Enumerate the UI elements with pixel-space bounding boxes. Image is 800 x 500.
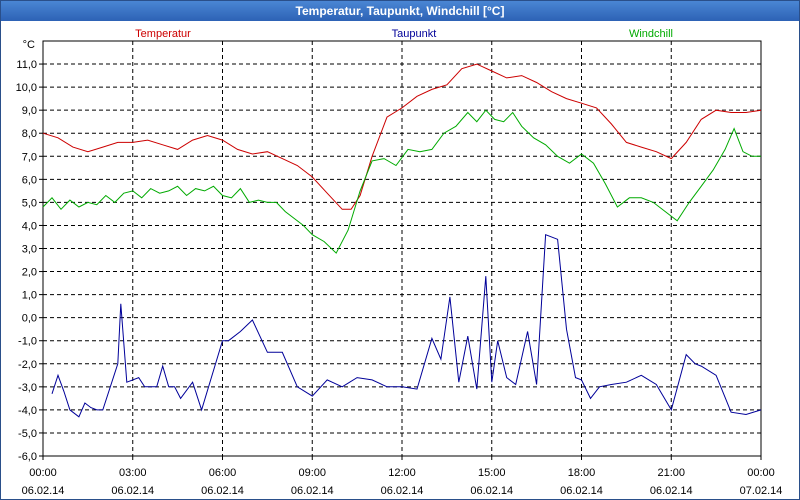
x-tick-date: 06.02.14 — [201, 485, 244, 497]
window-title: Temperatur, Taupunkt, Windchill [°C] — [1, 1, 799, 21]
x-tick-date: 06.02.14 — [291, 485, 334, 497]
y-tick-label: -4,0 — [18, 405, 37, 417]
x-tick-date: 07.02.14 — [740, 485, 783, 497]
y-tick-label: 1,0 — [22, 290, 37, 302]
y-tick-label: -5,0 — [18, 428, 37, 440]
x-tick-date: 06.02.14 — [650, 485, 693, 497]
x-tick-date: 06.02.14 — [560, 485, 603, 497]
x-tick-date: 06.02.14 — [381, 485, 424, 497]
x-tick-time: 21:00 — [657, 467, 685, 479]
legend-temperatur: Temperatur — [135, 28, 191, 40]
x-tick-time: 18:00 — [568, 467, 596, 479]
y-tick-label: 9,0 — [22, 105, 37, 117]
chart: 11,0 10,0 9,0 8,0 7,0 6,0 5,0 4,0 3,0 2,0 1,0 0,0 -1… — [16, 28, 783, 497]
x-tick-time: 03:00 — [119, 467, 147, 479]
legend-windchill: Windchill — [629, 28, 673, 40]
x-tick-date: 06.02.14 — [111, 485, 154, 497]
y-tick-label: 7,0 — [22, 151, 37, 163]
y-tick-label: 8,0 — [22, 128, 37, 140]
y-tick-label: 10,0 — [16, 82, 37, 94]
y-tick-label: -2,0 — [18, 359, 37, 371]
y-axis-label: °C — [23, 39, 35, 51]
x-tick-time: 09:00 — [298, 467, 326, 479]
x-tick-date: 06.02.14 — [470, 485, 513, 497]
legend-taupunkt: Taupunkt — [392, 28, 437, 40]
x-tick-time: 06:00 — [209, 467, 237, 479]
x-tick-time: 15:00 — [478, 467, 506, 479]
x-tick-time: 00:00 — [747, 467, 775, 479]
series-line-windchill — [42, 109, 761, 254]
x-tick-date: 06.02.14 — [22, 485, 65, 497]
y-tick-label: 6,0 — [22, 174, 37, 186]
y-tick-label: 4,0 — [22, 220, 37, 232]
y-tick-label: 3,0 — [22, 244, 37, 256]
y-tick-label: -6,0 — [18, 451, 37, 463]
y-tick-label: -3,0 — [18, 382, 37, 394]
x-tick-time: 12:00 — [388, 467, 416, 479]
y-tick-label: 2,0 — [22, 267, 37, 279]
series-line-taupunkt — [51, 233, 762, 418]
x-tick-time: 00:00 — [29, 467, 57, 479]
series-line-temperatur — [42, 63, 762, 210]
y-tick-label: 5,0 — [22, 197, 37, 209]
y-tick-label: 0,0 — [22, 313, 37, 325]
y-tick-label: -1,0 — [18, 336, 37, 348]
y-tick-label: 11,0 — [16, 59, 37, 71]
